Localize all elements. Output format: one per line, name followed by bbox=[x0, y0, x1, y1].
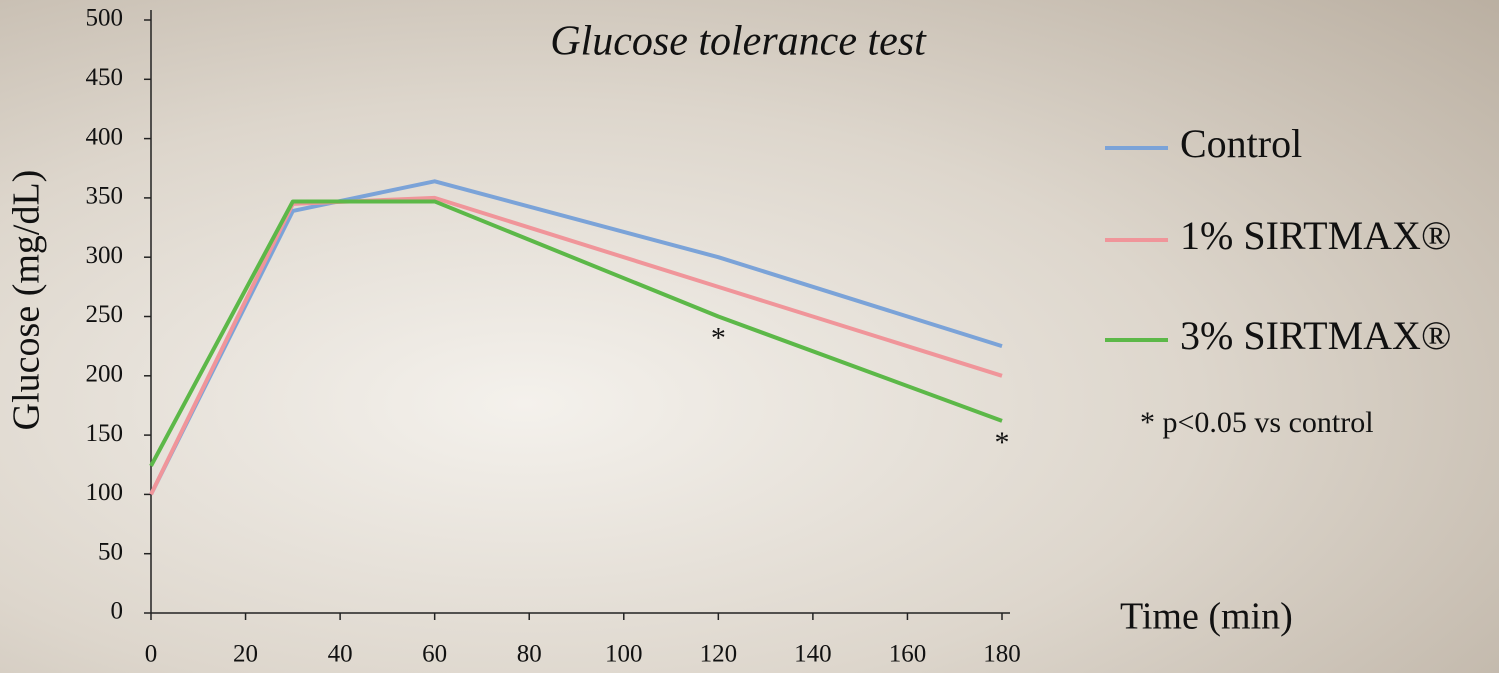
y-tick-label: 450 bbox=[86, 64, 124, 91]
x-tick-label: 60 bbox=[422, 641, 447, 668]
footnote: * p<0.05 vs control bbox=[1140, 406, 1374, 439]
x-tick-label: 120 bbox=[700, 641, 738, 668]
y-tick-label: 200 bbox=[86, 361, 124, 388]
legend-label: 1% SIRTMAX® bbox=[1180, 213, 1451, 258]
y-tick-label: 300 bbox=[86, 242, 124, 269]
x-tick-label: 160 bbox=[889, 641, 927, 668]
chart-title: Glucose tolerance test bbox=[550, 19, 927, 65]
chart: Glucose tolerance test Glucose (mg/dL) T… bbox=[0, 0, 1499, 673]
y-tick-label: 50 bbox=[98, 538, 123, 565]
x-tick-label: 0 bbox=[145, 641, 158, 668]
y-tick-label: 0 bbox=[111, 598, 124, 625]
x-tick-label: 40 bbox=[328, 641, 353, 668]
y-tick-label: 100 bbox=[86, 479, 124, 506]
x-tick-label: 20 bbox=[233, 641, 258, 668]
y-tick-label: 500 bbox=[86, 5, 124, 32]
y-tick-label: 400 bbox=[86, 123, 124, 150]
y-tick-label: 150 bbox=[86, 420, 124, 447]
y-tick-label: 250 bbox=[86, 301, 124, 328]
legend-label: 3% SIRTMAX® bbox=[1180, 313, 1451, 358]
legend-label: Control bbox=[1180, 121, 1302, 166]
y-tick-label: 350 bbox=[86, 183, 124, 210]
x-tick-label: 100 bbox=[605, 641, 643, 668]
annotation: * bbox=[995, 426, 1010, 459]
y-axis-title: Glucose (mg/dL) bbox=[6, 170, 48, 431]
x-tick-label: 140 bbox=[794, 641, 832, 668]
x-axis-title: Time (min) bbox=[1120, 596, 1293, 638]
annotation: * bbox=[711, 321, 726, 354]
x-tick-label: 180 bbox=[983, 641, 1021, 668]
x-tick-label: 80 bbox=[517, 641, 542, 668]
